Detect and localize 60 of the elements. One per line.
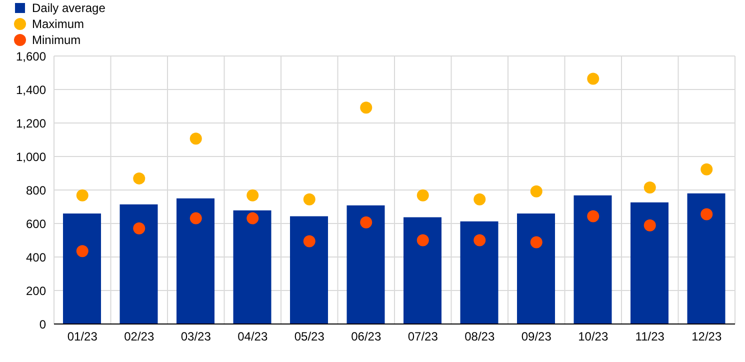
bar (630, 202, 668, 324)
point (246, 189, 259, 202)
bar (404, 217, 442, 324)
point (416, 234, 429, 246)
bar (346, 205, 385, 324)
y-tick-label: 600 (26, 216, 46, 231)
legend-label: Minimum (32, 32, 81, 48)
bar (290, 216, 328, 324)
y-tick-label: 400 (26, 250, 46, 264)
point (133, 172, 146, 184)
point (700, 208, 713, 220)
x-tick-label: 08/23 (464, 330, 495, 344)
point (303, 235, 316, 248)
bar (63, 213, 101, 324)
bar (517, 213, 555, 324)
x-tick-label: 09/23 (521, 330, 552, 344)
point (700, 163, 713, 176)
bar (120, 204, 158, 324)
point (587, 210, 600, 222)
y-tick-label: 800 (26, 183, 46, 198)
legend-label: Daily average (32, 0, 106, 16)
point (474, 193, 486, 206)
x-tick-label: 07/23 (408, 330, 438, 344)
point (530, 236, 542, 248)
legend-label: Maximum (32, 16, 84, 32)
y-tick-label: 0 (39, 317, 46, 332)
bar (687, 193, 726, 324)
x-tick-label: 10/23 (578, 330, 608, 344)
x-tick-label: 11/23 (635, 330, 665, 344)
y-tick-label: 1,600 (16, 49, 46, 64)
point (530, 185, 542, 198)
point (644, 219, 656, 232)
point (416, 189, 429, 202)
point (190, 132, 202, 145)
x-tick-label: 05/23 (294, 330, 325, 344)
y-tick-label: 1,400 (16, 82, 46, 97)
bar (233, 210, 272, 324)
point (133, 222, 146, 234)
point (190, 212, 202, 224)
point (474, 234, 486, 246)
x-tick-label: 02/23 (124, 330, 154, 344)
x-tick-label: 03/23 (180, 330, 212, 344)
bar (574, 195, 612, 324)
y-tick-label: 200 (26, 284, 46, 298)
x-tick-label: 04/23 (238, 330, 268, 344)
point (644, 181, 656, 194)
point (360, 102, 372, 114)
point (360, 216, 372, 228)
x-tick-label: 06/23 (351, 330, 382, 344)
point (246, 212, 259, 224)
point (303, 193, 316, 206)
bar (176, 198, 214, 324)
point (76, 189, 88, 202)
y-tick-label: 1,000 (16, 150, 46, 164)
point (76, 245, 88, 258)
x-tick-label: 12/23 (692, 330, 722, 344)
point (587, 72, 600, 85)
bar (460, 221, 498, 324)
y-tick-label: 1,200 (16, 116, 46, 130)
x-tick-label: 01/23 (67, 330, 98, 344)
